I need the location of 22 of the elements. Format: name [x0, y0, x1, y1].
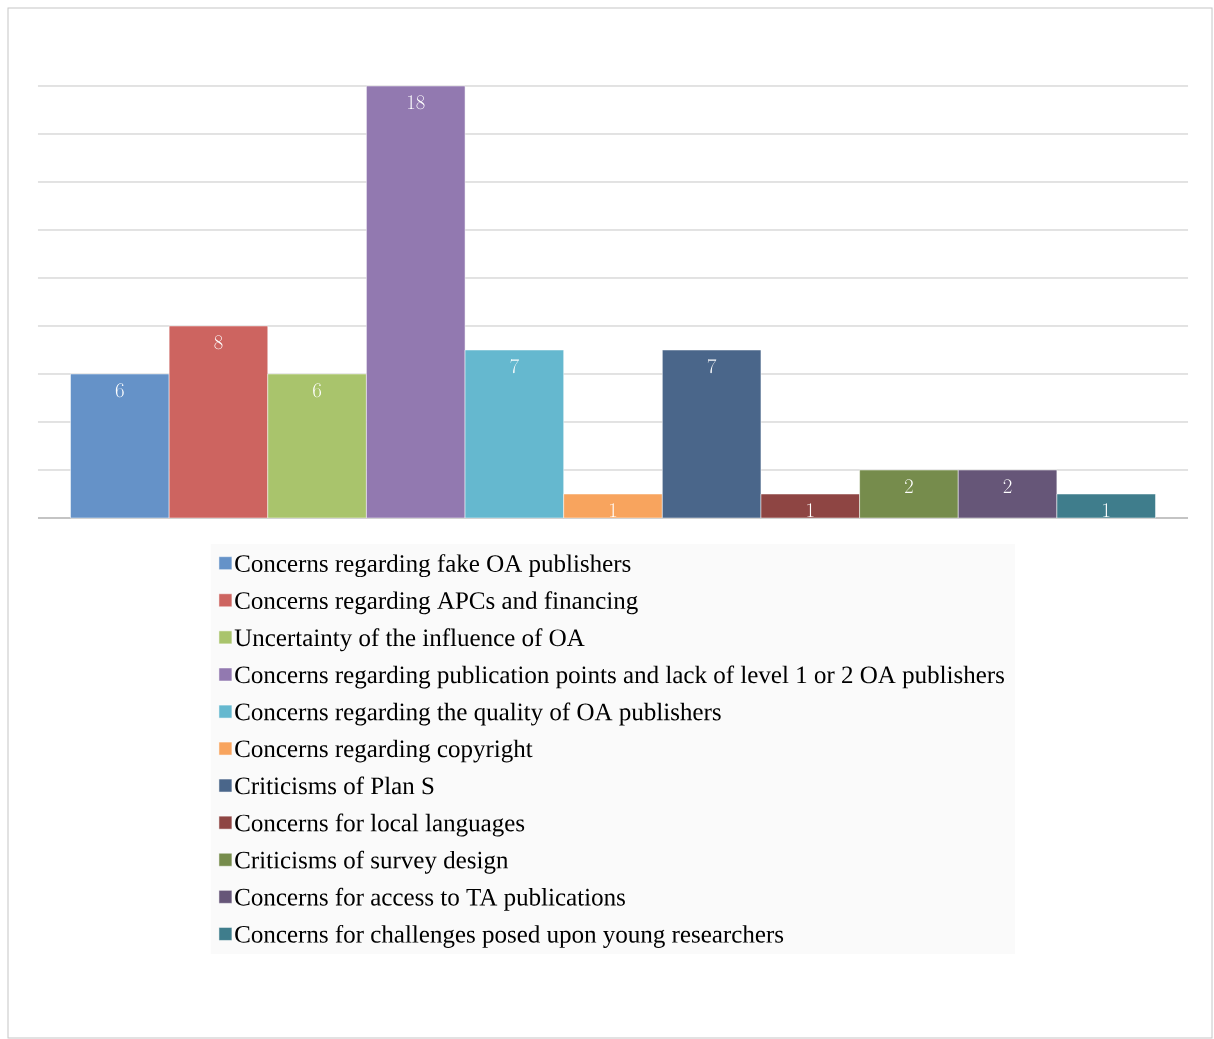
legend-label: Concerns regarding copyright — [235, 739, 533, 763]
data-label: 7 — [510, 358, 519, 374]
legend-label: Concerns regarding APCs and financing — [235, 591, 638, 615]
data-label: 18 — [408, 95, 425, 110]
data-label: 2 — [1003, 479, 1012, 493]
data-label: 6 — [115, 383, 124, 398]
legend-label: Concerns regarding the quality of OA publishers — [235, 702, 721, 726]
data-label: 1 — [610, 503, 617, 517]
legend-label: Uncertainty of the influence of OA — [234, 628, 585, 652]
data-label: 6 — [313, 383, 322, 398]
legend-label: Concerns regarding fake OA publishers — [235, 554, 631, 578]
data-label: 7 — [707, 358, 717, 374]
data-label: 1 — [807, 503, 814, 517]
data-label: 1 — [1103, 503, 1110, 517]
legend-label: Concerns for challenges posed upon young researchers — [235, 924, 784, 948]
legend-label: Concerns regarding publication points and lack of level 1 or 2 OA publishers — [235, 665, 1004, 689]
data-label: 8 — [214, 335, 223, 350]
legend-label: Criticisms of survey design — [235, 850, 509, 874]
legend-label: Criticisms of Plan S — [235, 776, 434, 795]
legend-label: Concerns for access to TA publications — [235, 887, 625, 911]
data-label: 2 — [905, 479, 913, 493]
legend-label: Concerns for local languages — [235, 813, 525, 837]
